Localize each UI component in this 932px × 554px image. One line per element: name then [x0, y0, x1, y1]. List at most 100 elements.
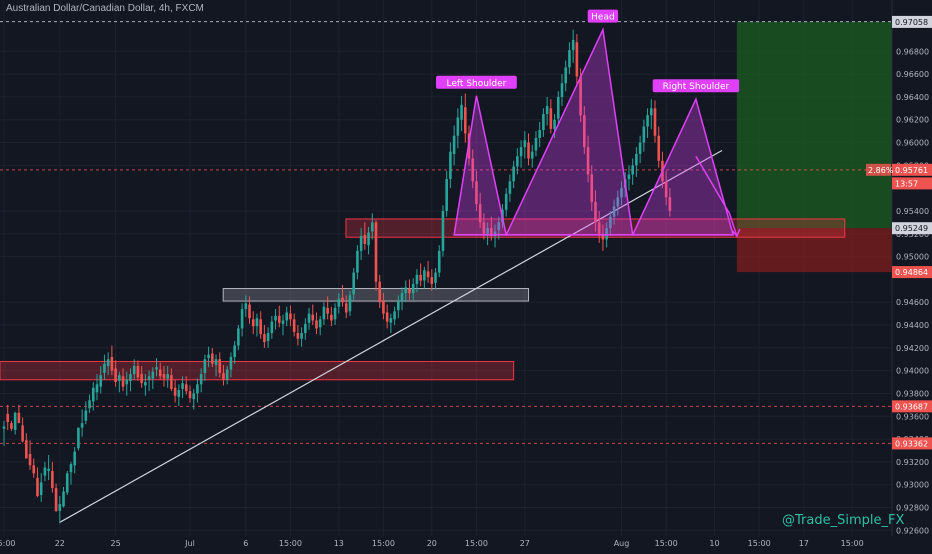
candle-body: [653, 108, 657, 136]
candle-body: [545, 106, 549, 115]
price-label-box: [892, 15, 932, 28]
candle-body: [430, 277, 434, 284]
y-tick-label: 0.92600: [896, 526, 929, 535]
y-tick-label: 0.93000: [896, 481, 929, 490]
candle-body: [597, 222, 601, 234]
candle-body: [408, 288, 411, 294]
candle-body: [441, 210, 445, 251]
price-label-box: [892, 222, 932, 235]
x-tick-label: 15:00: [0, 539, 16, 548]
candle-body: [103, 363, 106, 373]
candle-body: [397, 301, 400, 311]
candle-body: [553, 119, 556, 129]
candle-body: [445, 179, 448, 211]
x-tick-label: 15:00: [841, 539, 864, 548]
candle-body: [627, 174, 631, 180]
candle-body: [170, 375, 173, 389]
candle-body: [292, 319, 296, 332]
price-label-box: [892, 266, 932, 279]
candle-body: [259, 319, 262, 335]
price-label: 0.93687: [895, 402, 928, 411]
candle-body: [385, 312, 389, 322]
candle-body: [162, 374, 166, 379]
candle-body: [28, 453, 32, 466]
candle-body: [575, 42, 579, 77]
x-tick-label: 15:00: [748, 539, 771, 548]
x-tick-label: 6: [243, 539, 248, 548]
candle-body: [140, 374, 143, 384]
y-tick-label: 0.94200: [896, 344, 929, 353]
candle-body: [333, 307, 337, 320]
candle-body: [411, 283, 415, 294]
candle-body: [304, 323, 307, 334]
candle-body: [274, 315, 277, 321]
candle-body: [523, 140, 527, 148]
candle-body: [475, 181, 478, 205]
candle-body: [65, 473, 69, 493]
candle-body: [188, 391, 192, 399]
candle-body: [307, 313, 311, 323]
y-tick-label: 0.93600: [896, 412, 929, 421]
candle-body: [196, 384, 199, 394]
candle-body: [62, 491, 65, 507]
candle-body: [341, 297, 344, 303]
y-tick-label: 0.95200: [896, 230, 929, 239]
candle-body: [151, 371, 155, 379]
candle-body: [166, 374, 169, 379]
x-tick-label: 15:00: [465, 539, 488, 548]
candle-body: [549, 108, 553, 129]
candle-body: [638, 142, 642, 154]
candle-body: [583, 115, 586, 148]
projection-arrow: [731, 228, 741, 238]
candle-body: [620, 188, 623, 198]
candle-body: [370, 222, 374, 232]
candle-body: [646, 115, 649, 127]
y-tick-label: 0.94000: [896, 367, 929, 376]
candle-body: [270, 321, 274, 334]
candle-body: [281, 320, 285, 324]
watermark: @Trade_Simple_FX: [782, 513, 905, 528]
candle-body: [530, 151, 534, 159]
candle-body: [649, 108, 653, 116]
price-label: 0.97058: [895, 18, 928, 27]
candle-body: [84, 410, 88, 421]
candle-body: [47, 468, 50, 471]
price-label: 0.95761: [895, 166, 928, 175]
candle-body: [263, 334, 266, 343]
candle-body: [39, 482, 43, 495]
y-tick-label: 0.95000: [896, 253, 929, 262]
left-shoulder-label-box: [436, 75, 517, 89]
candle-body: [437, 250, 441, 273]
candle-body: [155, 367, 158, 370]
time-axis[interactable]: [0, 536, 932, 550]
candle-body: [77, 427, 80, 449]
candle-body: [277, 315, 281, 323]
candle-body: [478, 204, 482, 223]
candle-body: [322, 306, 326, 320]
candle-body: [184, 384, 188, 392]
target-area: [736, 21, 892, 229]
candle-body: [32, 465, 36, 474]
x-tick-label: 13: [334, 539, 344, 548]
candle-body: [88, 400, 91, 409]
candle-body: [136, 366, 140, 378]
candle-body: [311, 314, 315, 321]
candle-body: [214, 359, 218, 365]
candle-body: [244, 303, 248, 310]
candle-body: [251, 319, 255, 327]
candle-body: [382, 301, 385, 314]
candle-body: [605, 228, 608, 240]
trendline: [59, 150, 723, 523]
candle-body: [449, 151, 452, 180]
candle-body: [207, 354, 210, 359]
x-tick-label: 15:00: [655, 539, 678, 548]
candle-body: [564, 67, 568, 84]
candle-body: [237, 328, 240, 346]
candle-body: [400, 293, 404, 302]
right-shoulder-label: Right Shoulder: [663, 82, 730, 92]
candle-body: [512, 166, 515, 182]
candle-body: [568, 50, 571, 68]
candle-body: [51, 470, 54, 489]
